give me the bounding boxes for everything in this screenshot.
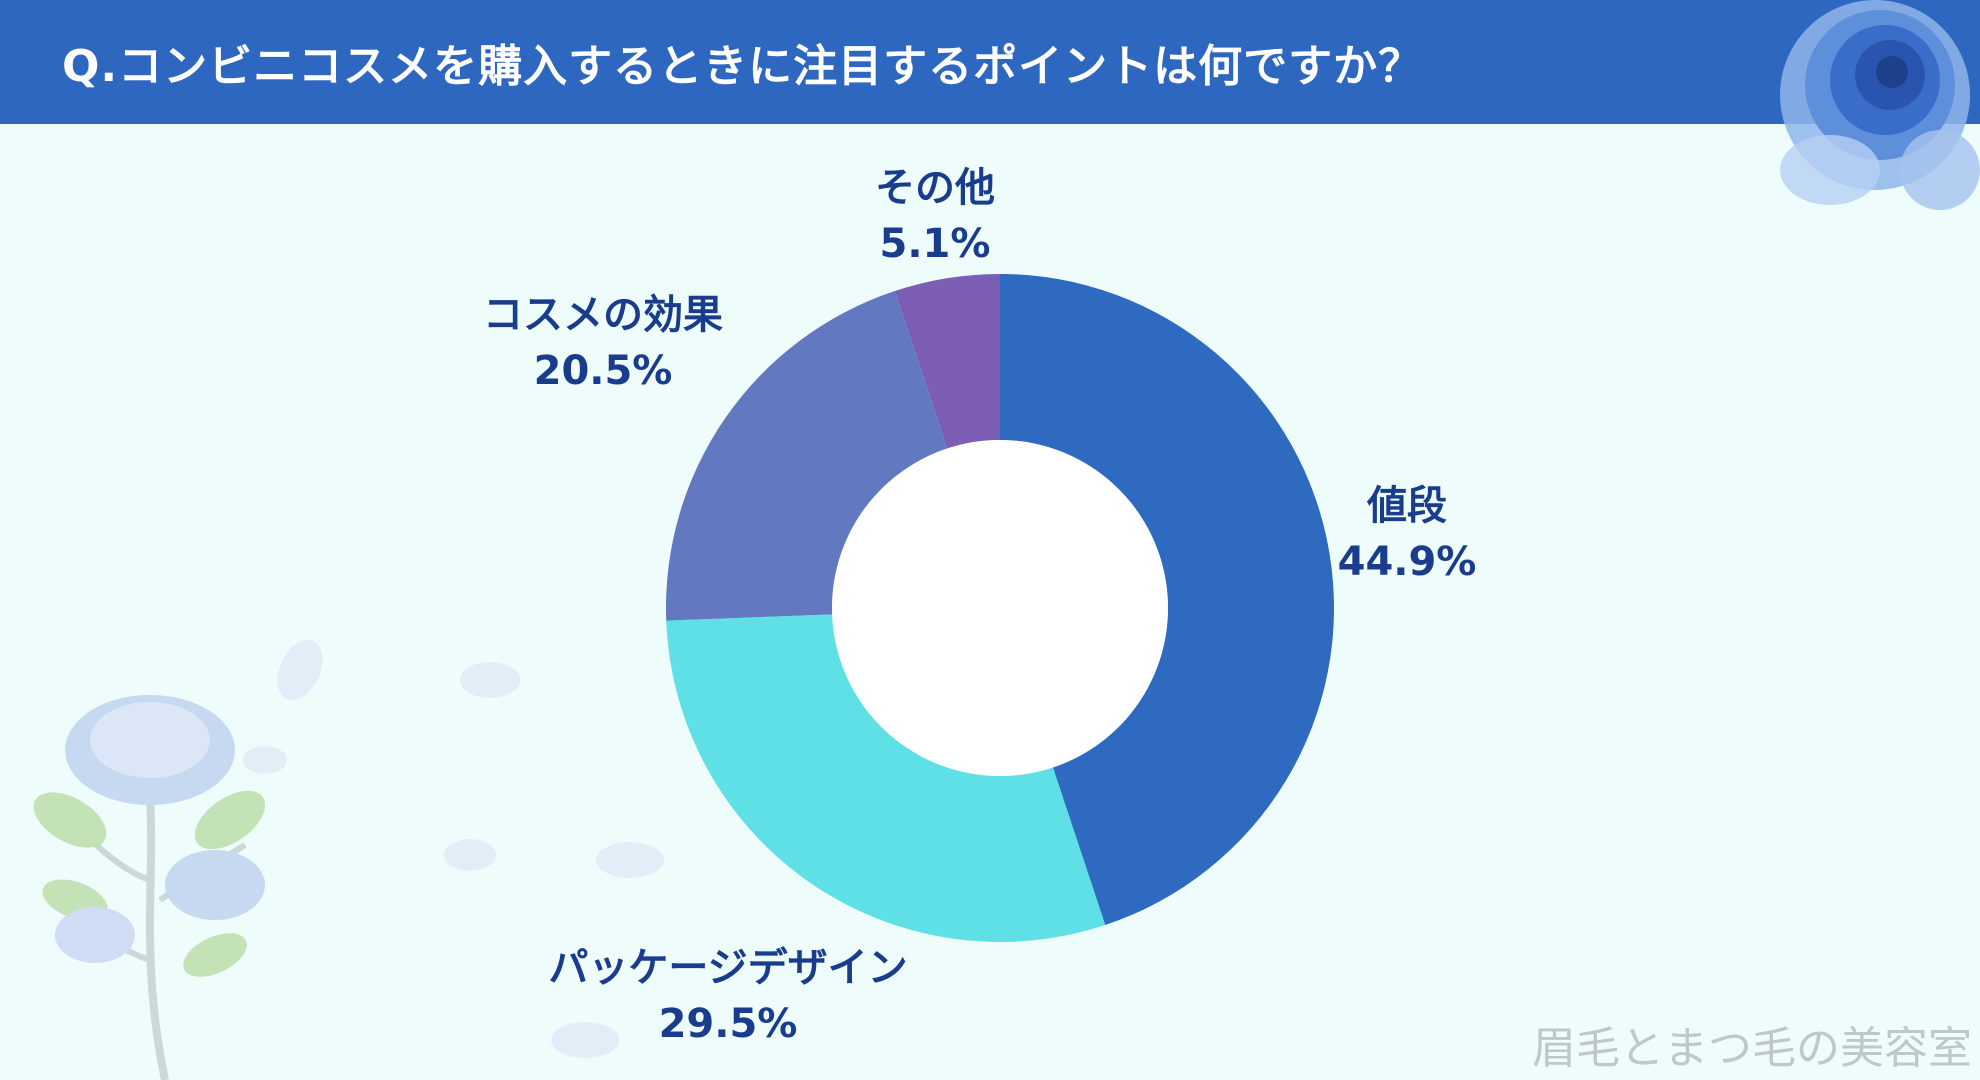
slice-label-name: コスメの効果: [483, 292, 723, 338]
header-bar: Q.コンビニコスメを購入するときに注目するポイントは何ですか？: [0, 0, 1980, 124]
slice-other: [894, 274, 1000, 449]
slice-label-value: 29.5%: [658, 1001, 798, 1047]
slice-price: [1000, 274, 1334, 925]
donut-hole: [832, 440, 1168, 776]
watermark-text: 眉毛とまつ毛の美容室: [1532, 1023, 1972, 1074]
slice-label: パッケージデザイン 29.5%: [548, 940, 907, 1052]
slice-label-value: 5.1%: [879, 221, 991, 267]
page-title: Q.コンビニコスメを購入するときに注目するポイントは何ですか？: [62, 41, 1424, 92]
slice-label-name: 値段: [1367, 483, 1447, 529]
slice-cosmetic-effect: [666, 291, 948, 621]
slice-package-design: [666, 614, 1106, 942]
slice-label: コスメの効果 20.5%: [483, 287, 723, 399]
slice-label: 値段 44.9%: [1338, 478, 1477, 590]
slice-label: その他 5.1%: [875, 160, 995, 272]
blue-rose-decoration: [1780, 0, 1980, 210]
slice-label-value: 20.5%: [533, 348, 673, 394]
slice-label-value: 44.9%: [1337, 539, 1477, 585]
slice-label-name: その他: [875, 165, 995, 211]
slice-label-name: パッケージデザイン: [548, 945, 908, 991]
